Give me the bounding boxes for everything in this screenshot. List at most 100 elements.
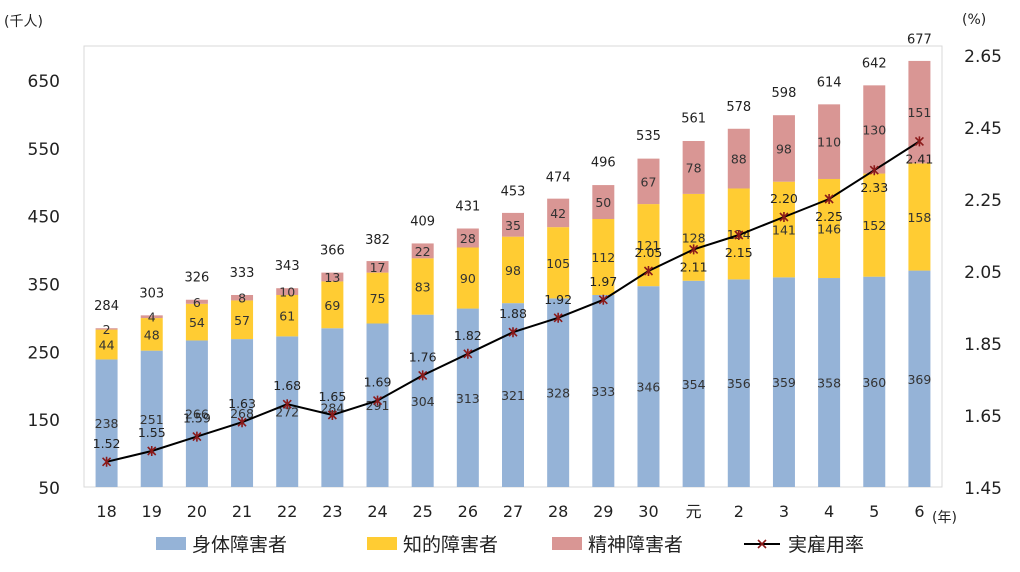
segment-value-label: 313 xyxy=(456,391,480,406)
left-tick-label: 150 xyxy=(28,411,60,431)
x-tick-label: 6 xyxy=(914,502,924,521)
segment-value-label: 8 xyxy=(238,291,246,306)
segment-value-label: 272 xyxy=(275,405,299,420)
segment-value-label: 238 xyxy=(95,416,119,431)
bar-segment xyxy=(321,281,344,329)
bar-segment xyxy=(547,227,570,299)
legend-swatch xyxy=(552,537,582,550)
segment-value-label: 2 xyxy=(103,322,111,337)
bar-segment xyxy=(547,298,570,487)
total-value-label: 343 xyxy=(275,259,300,274)
bar-segment xyxy=(818,104,841,179)
x-tick-label: 27 xyxy=(503,502,523,521)
rate-point xyxy=(418,370,428,381)
rate-point xyxy=(598,294,608,305)
bar-segment xyxy=(592,219,615,295)
rate-value-label: 1.88 xyxy=(499,306,527,321)
segment-value-label: 152 xyxy=(862,218,886,233)
x-tick-label: 21 xyxy=(232,502,252,521)
bar-segment xyxy=(185,340,208,487)
segment-value-label: 90 xyxy=(460,271,476,286)
rate-point xyxy=(824,194,834,204)
bar-segment xyxy=(682,193,705,281)
segment-value-label: 110 xyxy=(817,135,841,150)
bar-segment xyxy=(637,158,660,205)
left-axis: 50 150 250 350 450 550 650 xyxy=(28,72,60,499)
segment-value-label: 4 xyxy=(148,310,156,325)
bar-segment xyxy=(366,272,389,324)
x-tick-label: 23 xyxy=(322,502,342,521)
bar-segment xyxy=(818,278,841,487)
rate-value-label: 1.68 xyxy=(273,378,301,393)
bar-segment xyxy=(772,181,795,278)
right-tick-label: 2.65 xyxy=(964,47,1002,67)
bar-segment xyxy=(95,329,118,360)
bar-segment xyxy=(863,276,886,487)
rate-point xyxy=(237,417,247,428)
left-tick-label: 650 xyxy=(28,72,60,92)
bar-segment xyxy=(637,204,660,287)
total-value-label: 535 xyxy=(636,129,661,144)
legend-swatch xyxy=(156,537,186,550)
x-tick-label: 元 xyxy=(686,502,702,521)
total-value-label: 496 xyxy=(591,155,616,170)
right-axis: 1.45 1.65 1.85 2.05 2.25 2.45 2.65 xyxy=(964,47,1002,499)
segment-value-label: 359 xyxy=(772,375,796,390)
bar-segment xyxy=(502,303,524,487)
bar-segment xyxy=(411,314,434,487)
bar-segment xyxy=(502,212,524,237)
x-tick-label: 24 xyxy=(367,502,387,521)
segment-value-label: 44 xyxy=(99,338,115,353)
segment-value-label: 10 xyxy=(279,285,295,300)
bar-segment xyxy=(456,228,479,248)
segment-value-label: 57 xyxy=(234,313,250,328)
segment-value-label: 360 xyxy=(862,375,886,390)
x-tick-label: 18 xyxy=(96,502,116,521)
total-value-label: 614 xyxy=(817,75,842,90)
x-tick-label: 25 xyxy=(413,502,433,521)
rate-value-label: 1.55 xyxy=(138,425,166,440)
left-tick-label: 250 xyxy=(28,343,60,363)
rate-value-label: 2.11 xyxy=(680,259,708,274)
bar-segment xyxy=(140,318,163,351)
total-labels: 284 303 326 333 343 366 382 409 431 453 474 496 535 5… xyxy=(94,33,932,315)
segment-value-label: 130 xyxy=(862,122,886,137)
rate-line xyxy=(102,136,924,467)
x-axis: 18 19 20 21 22 23 24 25 26 27 28 29 30 元 2 3 4 5 6 xyxy=(96,502,924,521)
rate-point xyxy=(643,266,654,276)
total-value-label: 578 xyxy=(726,100,751,115)
rate-point xyxy=(689,244,699,255)
bar-segment xyxy=(411,258,434,315)
rate-value-label: 1.63 xyxy=(228,396,256,411)
legend-label: 実雇用率 xyxy=(788,534,864,556)
total-value-label: 561 xyxy=(681,111,706,126)
right-axis-unit: (%) xyxy=(962,12,986,28)
bar-segment xyxy=(185,299,208,304)
right-tick-label: 1.65 xyxy=(964,407,1002,427)
bar-segment xyxy=(592,294,615,487)
rate-point xyxy=(192,431,202,442)
bar-segment xyxy=(456,308,479,487)
rate-value-label: 1.65 xyxy=(318,389,346,404)
bar-segment xyxy=(502,236,524,304)
segment-value-label: 268 xyxy=(230,406,254,421)
legend-marker xyxy=(757,539,767,549)
segment-value-label: 6 xyxy=(193,295,201,310)
segment-value-label: 35 xyxy=(505,218,521,233)
segment-value-label: 346 xyxy=(637,380,661,395)
rate-value-label: 1.76 xyxy=(409,349,437,364)
total-value-label: 303 xyxy=(139,286,164,301)
segment-value-label: 17 xyxy=(370,260,386,275)
right-tick-label: 2.05 xyxy=(964,263,1002,283)
segment-value-label: 321 xyxy=(501,388,525,403)
segment-value-label: 121 xyxy=(637,238,661,253)
x-tick-label: 29 xyxy=(593,502,613,521)
segment-value-label: 266 xyxy=(185,407,209,422)
segment-value-label: 251 xyxy=(140,412,164,427)
rate-value-label: 1.97 xyxy=(589,274,617,289)
total-value-label: 409 xyxy=(410,214,435,229)
left-tick-label: 450 xyxy=(28,208,60,228)
x-tick-label: 30 xyxy=(638,502,658,521)
rate-value-label: 1.92 xyxy=(544,292,572,307)
